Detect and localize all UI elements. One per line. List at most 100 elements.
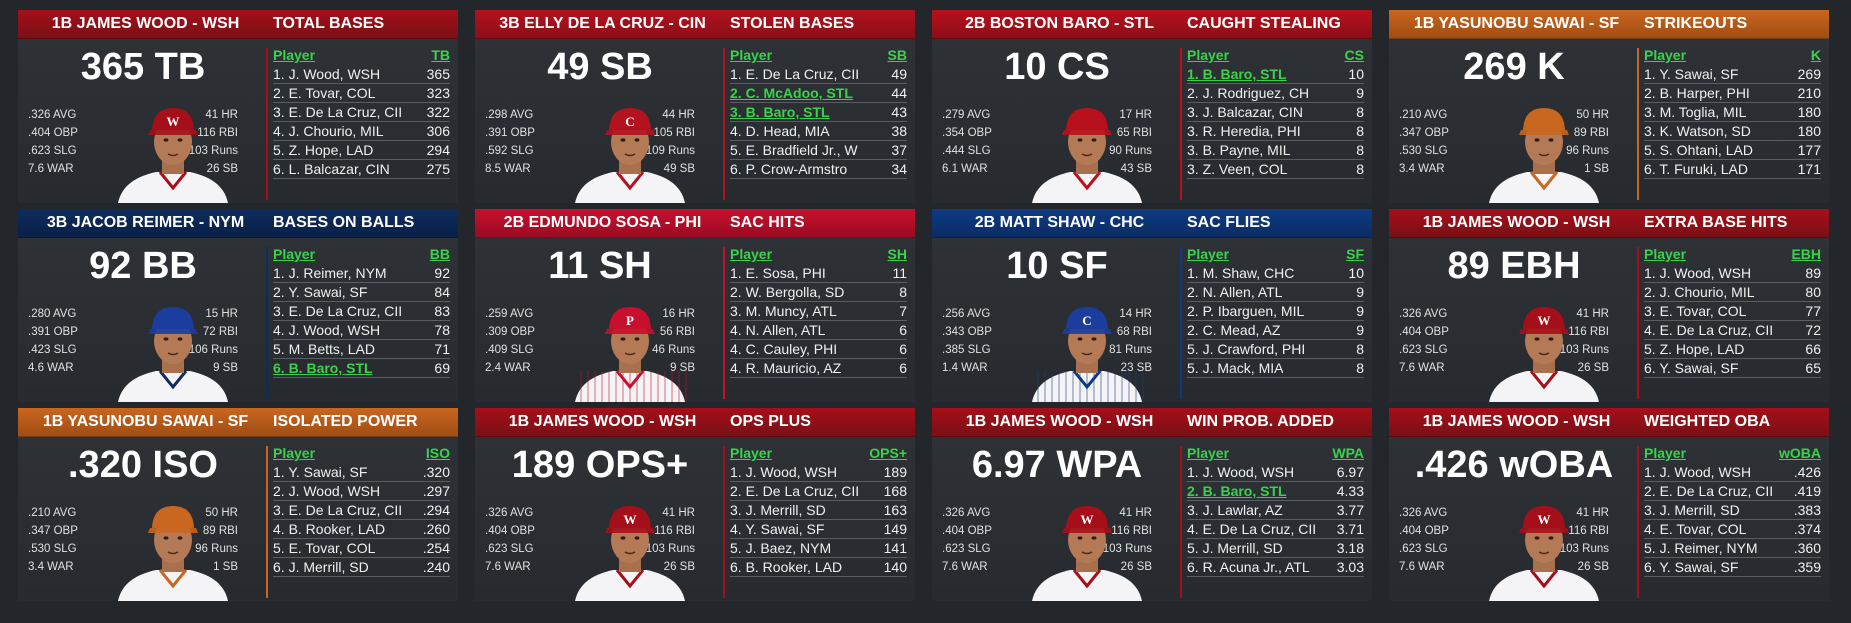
season-stat-row: 7.6 WAR 26 SB <box>1399 359 1609 377</box>
leader-card-win-prob-added[interactable]: 1B JAMES WOOD - WSH WIN PROB. ADDED 6.97… <box>932 408 1372 601</box>
season-stat-row: .298 AVG 44 HR <box>485 106 695 124</box>
stat-column-header[interactable]: wOBA <box>1779 445 1821 461</box>
leaderboard-value: .240 <box>422 559 450 575</box>
card-header: 1B YASUNOBU SAWAI - SF ISOLATED POWER <box>18 408 458 437</box>
season-stat-row: .623 SLG 103 Runs <box>28 142 238 160</box>
leaderboard-value: 65 <box>1805 360 1821 376</box>
stat-column-header[interactable]: WPA <box>1332 445 1364 461</box>
leaderboard-row: 1. E. Sosa, PHI 11 <box>730 264 907 283</box>
leader-card-strikeouts[interactable]: 1B YASUNOBU SAWAI - SF STRIKEOUTS 269 K … <box>1389 10 1829 203</box>
season-stat-right: 68 RBI <box>1116 326 1152 338</box>
season-stat-row: .404 OBP 116 RBI <box>485 522 695 540</box>
svg-text:C: C <box>1082 313 1091 328</box>
leader-card-extra-base-hits[interactable]: 1B JAMES WOOD - WSH EXTRA BASE HITS 89 E… <box>1389 209 1829 402</box>
leaderboard-row[interactable]: 1. B. Baro, STL 10 <box>1187 65 1364 84</box>
leader-player-name: 2B EDMUNDO SOSA - PHI <box>503 214 702 231</box>
leaderboard-player: 6. L. Balcazar, CIN <box>273 161 390 177</box>
season-stat-row: .280 AVG 15 HR <box>28 305 238 323</box>
player-column-header[interactable]: Player <box>1644 47 1687 63</box>
leader-card-weighted-oba[interactable]: 1B JAMES WOOD - WSH WEIGHTED OBA .426 wO… <box>1389 408 1829 601</box>
leaderboard-row: 4. D. Head, MIA 38 <box>730 122 907 141</box>
player-season-stats: .326 AVG 41 HR .404 OBP 116 RBI .623 SLG 103 … <box>485 504 695 576</box>
leaderboard-header: Player OPS+ <box>730 444 907 463</box>
leaderboard-value: .419 <box>1793 483 1821 499</box>
season-stat-row: .279 AVG 17 HR <box>942 106 1152 124</box>
player-column-header[interactable]: Player <box>730 445 773 461</box>
leaderboard-player[interactable]: 2. B. Baro, STL <box>1187 483 1287 499</box>
leader-card-caught-stealing[interactable]: 2B BOSTON BARO - STL CAUGHT STEALING 10 … <box>932 10 1372 203</box>
leaderboard-player[interactable]: 2. C. McAdoo, STL <box>730 85 853 101</box>
leader-card-stolen-bases[interactable]: 3B ELLY DE LA CRUZ - CIN STOLEN BASES 49… <box>475 10 915 203</box>
season-stat-right: 96 Runs <box>1566 145 1609 157</box>
leaderboard-value: 6 <box>899 360 907 376</box>
leaderboard-row[interactable]: 2. B. Baro, STL 4.33 <box>1187 482 1364 501</box>
player-column-header[interactable]: Player <box>1187 47 1230 63</box>
player-column-header[interactable]: Player <box>1644 445 1687 461</box>
player-column-header[interactable]: Player <box>1644 246 1687 262</box>
stat-column-header[interactable]: TB <box>431 47 450 63</box>
leader-card-ops-plus[interactable]: 1B JAMES WOOD - WSH OPS PLUS 189 OPS+ .3… <box>475 408 915 601</box>
leader-card-total-bases[interactable]: 1B JAMES WOOD - WSH TOTAL BASES 365 TB .… <box>18 10 458 203</box>
stat-column-header[interactable]: CS <box>1344 47 1364 63</box>
leaderboard-row: 4. E. De La Cruz, CII 3.71 <box>1187 520 1364 539</box>
leaderboard-value: 9 <box>1356 85 1364 101</box>
player-portrait: P <box>573 301 687 402</box>
stat-column-header[interactable]: SF <box>1346 246 1364 262</box>
stat-column-header[interactable]: ISO <box>425 445 450 461</box>
season-stat-right: 116 RBI <box>654 525 695 537</box>
leaderboard-row[interactable]: 2. C. McAdoo, STL 44 <box>730 84 907 103</box>
stat-column-header[interactable]: EBH <box>1791 246 1821 262</box>
player-column-header[interactable]: Player <box>273 246 316 262</box>
season-stat-left: .404 OBP <box>942 525 992 537</box>
leaderboard-player[interactable]: 6. B. Baro, STL <box>273 360 373 376</box>
leaderboard-value: 3.71 <box>1336 521 1364 537</box>
season-stat-row: .354 OBP 65 RBI <box>942 124 1152 142</box>
season-stat-right: 14 HR <box>1119 308 1152 320</box>
season-stat-left: .210 AVG <box>1399 109 1448 121</box>
leaderboard-value: 78 <box>434 322 450 338</box>
stat-column-header[interactable]: SH <box>887 246 907 262</box>
leader-card-isolated-power[interactable]: 1B YASUNOBU SAWAI - SF ISOLATED POWER .3… <box>18 408 458 601</box>
season-stat-right: 41 HR <box>1576 308 1609 320</box>
leaderboard-row: 4. C. Cauley, PHI 6 <box>730 340 907 359</box>
leaderboard-value: 84 <box>434 284 450 300</box>
svg-text:P: P <box>626 313 634 328</box>
leaderboard-player[interactable]: 1. B. Baro, STL <box>1187 66 1287 82</box>
leaderboard-player: 4. Y. Sawai, SF <box>730 521 825 537</box>
leader-card-bases-on-balls[interactable]: 3B JACOB REIMER - NYM BASES ON BALLS 92 … <box>18 209 458 402</box>
leader-card-sac-hits[interactable]: 2B EDMUNDO SOSA - PHI SAC HITS 11 SH .25… <box>475 209 915 402</box>
leaderboard-value: 3.18 <box>1336 540 1364 556</box>
leaderboard-value: 8 <box>1356 142 1364 158</box>
stat-column-header[interactable]: OPS+ <box>869 445 907 461</box>
leaderboard-player[interactable]: 3. B. Baro, STL <box>730 104 830 120</box>
season-stat-right: 26 SB <box>1120 561 1152 573</box>
stat-category-title: ISOLATED POWER <box>273 413 418 430</box>
season-stat-right: 41 HR <box>205 109 238 121</box>
leader-card-sac-flies[interactable]: 2B MATT SHAW - CHC SAC FLIES 10 SF .256 … <box>932 209 1372 402</box>
leaderboard-row: 5. E. Bradfield Jr., W 37 <box>730 141 907 160</box>
svg-text:W: W <box>1538 313 1551 328</box>
leaderboard-row[interactable]: 3. B. Baro, STL 43 <box>730 103 907 122</box>
leader-stat-value: 92 BB <box>89 245 197 287</box>
leaderboard-player: 2. Y. Sawai, SF <box>273 284 368 300</box>
player-column-header[interactable]: Player <box>1187 445 1230 461</box>
player-column-header[interactable]: Player <box>730 246 773 262</box>
player-column-header[interactable]: Player <box>1187 246 1230 262</box>
leaderboard-value: 8 <box>1356 341 1364 357</box>
player-column-header[interactable]: Player <box>273 445 316 461</box>
player-column-header[interactable]: Player <box>273 47 316 63</box>
leaderboard-value: 92 <box>434 265 450 281</box>
stat-column-header[interactable]: SB <box>887 47 907 63</box>
leaderboard-player: 4. J. Wood, WSH <box>273 322 381 338</box>
leaderboard-player: 6. B. Rooker, LAD <box>730 559 843 575</box>
stat-column-header[interactable]: K <box>1810 47 1821 63</box>
player-column-header[interactable]: Player <box>730 47 773 63</box>
season-stat-left: .423 SLG <box>28 344 77 356</box>
season-stat-left: .409 SLG <box>485 344 534 356</box>
leaderboard-player: 1. J. Wood, WSH <box>1644 464 1752 480</box>
stat-column-header[interactable]: BB <box>429 246 450 262</box>
leader-player-name: 1B JAMES WOOD - WSH <box>1422 413 1611 430</box>
season-stat-left: 7.6 WAR <box>1399 561 1445 573</box>
leaderboard-row[interactable]: 6. B. Baro, STL 69 <box>273 359 450 378</box>
card-header: 1B YASUNOBU SAWAI - SF STRIKEOUTS <box>1389 10 1829 39</box>
